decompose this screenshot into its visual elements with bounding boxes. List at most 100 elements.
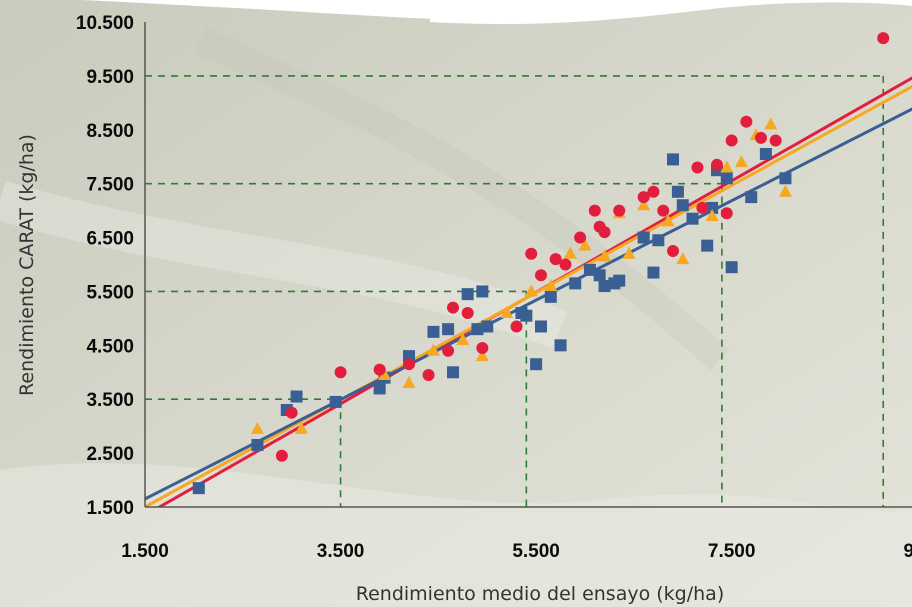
x-tick-label: 9.500 xyxy=(903,541,912,562)
data-point-triangle xyxy=(622,246,636,259)
data-point-square xyxy=(481,320,494,333)
data-point-circle xyxy=(877,32,890,45)
y-tick-label: 9.500 xyxy=(86,67,134,88)
data-point-circle xyxy=(769,134,782,147)
data-point-triangle xyxy=(294,421,308,434)
data-point-square xyxy=(554,339,567,352)
y-tick-label: 8.500 xyxy=(86,121,134,142)
data-point-square xyxy=(442,323,455,336)
data-point-circle xyxy=(657,204,670,217)
data-point-triangle xyxy=(563,246,577,259)
data-point-square xyxy=(637,231,650,244)
data-point-square xyxy=(520,309,533,322)
data-point-triangle xyxy=(578,238,592,251)
data-point-circle xyxy=(461,307,474,319)
data-point-circle xyxy=(637,191,650,204)
tick-labels: 1.500 3.500 5.500 7.500 9.500 1.500 2.500 3.500… xyxy=(76,13,912,562)
data-point-circle xyxy=(559,258,572,271)
data-point-circle xyxy=(334,366,347,379)
data-point-square xyxy=(676,199,689,212)
data-point-circle xyxy=(476,342,489,355)
data-point-square xyxy=(613,274,626,287)
y-tick-label: 3.500 xyxy=(86,390,134,411)
data-point-circle xyxy=(285,406,298,419)
data-point-circle xyxy=(740,115,753,128)
data-point-square xyxy=(569,277,582,290)
data-point-square xyxy=(373,382,386,395)
data-point-square xyxy=(192,482,205,495)
data-point-circle xyxy=(667,245,679,258)
data-point-circle xyxy=(525,247,538,260)
data-point-circle xyxy=(588,204,601,217)
data-point-triangle xyxy=(778,184,792,197)
data-points xyxy=(192,32,890,495)
x-tick-label: 7.500 xyxy=(708,541,756,562)
data-point-triangle xyxy=(500,306,514,318)
data-point-triangle xyxy=(378,367,392,380)
x-tick-label: 3.500 xyxy=(317,541,365,562)
data-point-triangle xyxy=(637,198,651,211)
data-point-circle xyxy=(696,201,709,214)
data-point-triangle xyxy=(456,332,470,345)
data-point-circle xyxy=(647,185,660,198)
data-point-square xyxy=(759,148,772,161)
data-point-square xyxy=(779,172,792,185)
data-point-triangle xyxy=(705,209,719,221)
x-axis-title: Rendimiento medio del ensayo (kg/ha) xyxy=(356,583,724,605)
data-point-square xyxy=(530,358,543,371)
data-point-circle xyxy=(613,204,626,217)
x-tick-label: 1.500 xyxy=(121,541,169,562)
data-point-square xyxy=(290,390,303,403)
data-point-circle xyxy=(403,358,415,371)
y-tick-label: 4.500 xyxy=(86,336,134,357)
data-point-square xyxy=(706,201,719,214)
data-point-circle xyxy=(442,344,455,357)
data-point-square xyxy=(583,263,596,276)
data-point-square xyxy=(461,288,474,301)
y-axis-title: Rendimiento CARAT (kg/ha) xyxy=(16,134,38,396)
data-point-triangle xyxy=(475,349,489,362)
axes xyxy=(144,22,912,508)
data-point-triangle xyxy=(524,284,538,297)
data-point-square xyxy=(593,269,606,282)
data-point-square xyxy=(427,325,440,338)
data-point-circle xyxy=(510,320,523,333)
data-point-triangle xyxy=(544,279,558,292)
data-point-triangle xyxy=(598,249,612,262)
data-point-triangle xyxy=(764,117,778,130)
x-tick-label: 5.500 xyxy=(512,541,560,562)
data-point-square xyxy=(329,395,342,408)
data-point-triangle xyxy=(734,155,748,168)
data-point-square xyxy=(476,285,489,298)
y-tick-label: 1.500 xyxy=(86,498,134,519)
data-point-circle xyxy=(725,134,738,147)
data-point-square xyxy=(598,280,611,293)
y-tick-label: 10.500 xyxy=(76,13,134,34)
y-tick-label: 7.500 xyxy=(86,175,134,196)
data-point-triangle xyxy=(402,376,416,389)
data-point-square xyxy=(686,212,699,225)
data-point-square xyxy=(720,172,733,185)
data-point-square xyxy=(544,290,557,303)
data-point-circle xyxy=(598,226,611,239)
data-point-square xyxy=(447,366,459,379)
data-point-triangle xyxy=(676,252,690,265)
data-point-square xyxy=(647,266,660,279)
data-point-circle xyxy=(447,301,459,314)
data-point-triangle xyxy=(250,421,264,434)
data-point-square xyxy=(667,153,679,166)
data-point-square xyxy=(652,234,665,247)
data-point-circle xyxy=(275,449,288,462)
data-point-square xyxy=(535,320,547,333)
data-point-triangle xyxy=(661,214,675,227)
data-point-circle xyxy=(755,131,767,144)
y-tick-label: 5.500 xyxy=(86,282,134,303)
data-point-circle xyxy=(535,269,547,282)
data-point-square xyxy=(745,191,758,204)
data-point-square xyxy=(471,323,484,336)
data-point-square xyxy=(251,439,264,452)
y-tick-label: 2.500 xyxy=(86,444,134,465)
data-point-circle xyxy=(720,207,733,220)
